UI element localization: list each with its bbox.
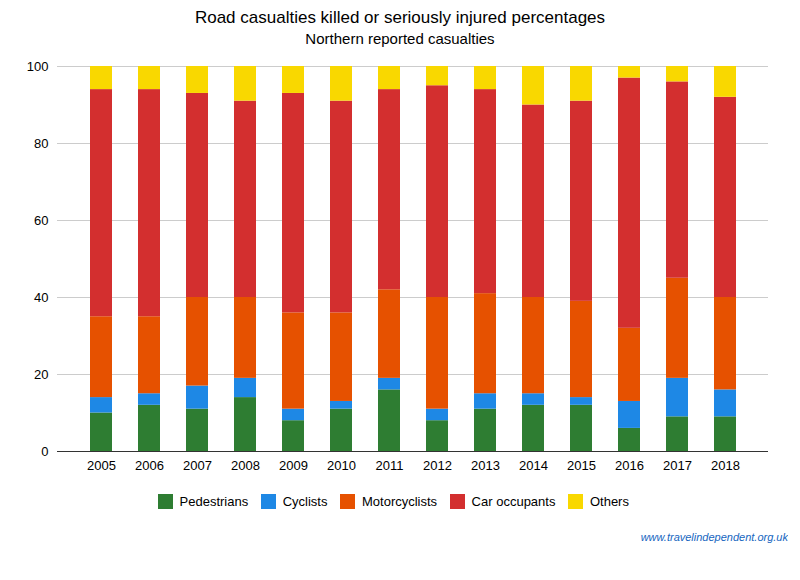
svg-text:0: 0 [41, 444, 48, 459]
svg-text:2014: 2014 [519, 458, 548, 473]
svg-text:2018: 2018 [711, 458, 740, 473]
svg-text:2016: 2016 [615, 458, 644, 473]
svg-text:2007: 2007 [183, 458, 212, 473]
svg-text:20: 20 [34, 367, 48, 382]
svg-text:80: 80 [34, 136, 48, 151]
svg-text:2015: 2015 [567, 458, 596, 473]
svg-text:2017: 2017 [663, 458, 692, 473]
svg-text:2005: 2005 [87, 458, 116, 473]
html-text:Pedestrians: Pedestrians [179, 494, 249, 509]
svg-text:2012: 2012 [423, 458, 452, 473]
html-text:Cyclists: Cyclists [282, 494, 328, 509]
html-text:Others: Others [589, 494, 629, 509]
svg-text:2008: 2008 [231, 458, 260, 473]
svg-text:2013: 2013 [471, 458, 500, 473]
html-text:Motorcyclists: Motorcyclists [362, 494, 438, 509]
svg-text:40: 40 [34, 290, 48, 305]
svg-text:2010: 2010 [327, 458, 356, 473]
html-text:Northern reported casualties: Northern reported casualties [305, 30, 495, 47]
svg-text:60: 60 [34, 213, 48, 228]
svg-text:100: 100 [27, 59, 49, 74]
html-text:www.travelindependent.org.uk: www.travelindependent.org.uk [640, 530, 788, 543]
svg-text:2006: 2006 [135, 458, 164, 473]
html-text:Car occupants: Car occupants [471, 494, 556, 509]
html-text:Road casualties killed or seri: Road casualties killed or seriously inju… [194, 8, 605, 27]
svg-text:2009: 2009 [279, 458, 308, 473]
svg-text:2011: 2011 [376, 458, 404, 473]
